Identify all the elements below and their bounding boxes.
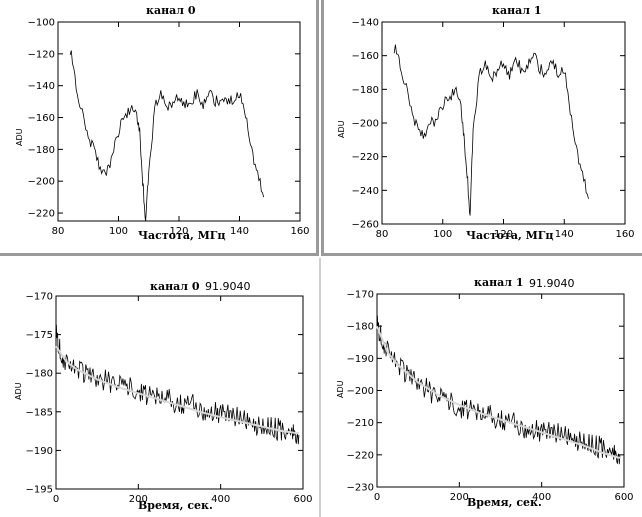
- x-tick-label: 160: [615, 229, 634, 240]
- chart-svg-top-right: 80 100 120 140 160 −140 −160 −180 −200 −220 −240 −2…: [352, 18, 635, 241]
- y-tick-label: −200: [352, 119, 379, 130]
- series-line: [393, 44, 589, 216]
- y-tick-label: −190: [26, 446, 53, 457]
- chart-title: канал 1: [492, 4, 542, 17]
- y-axis-label: ADU: [337, 120, 346, 139]
- x-tick-label: 0: [53, 494, 59, 505]
- x-tick-label: 200: [129, 494, 148, 505]
- x-tick-label: 160: [290, 226, 309, 237]
- y-tick-label: −260: [352, 220, 379, 231]
- plot-frame: [381, 21, 626, 225]
- plot-frame: [57, 21, 301, 222]
- x-axis-label: Частота, МГц: [466, 229, 554, 242]
- plot-frame: [376, 293, 625, 488]
- x-tick-label: 120: [494, 229, 513, 240]
- y-tick-label: −180: [26, 369, 53, 380]
- y-tick-label: −220: [352, 152, 379, 163]
- y-tick-label: −100: [28, 18, 55, 29]
- y-tick-label: −180: [28, 145, 55, 156]
- chart-value-readout: 91.9040: [205, 280, 251, 293]
- y-tick-label: −200: [28, 177, 55, 188]
- y-axis-label: ADU: [14, 382, 23, 401]
- chart-panel-bottom-right: 0 200 400 600 −170 −180 −190 −200 −210 −220 −230 к…: [322, 258, 642, 517]
- y-tick-label: −200: [347, 386, 374, 397]
- chart-title: канал 1: [474, 276, 524, 289]
- y-tick-label: −170: [347, 290, 374, 301]
- chart-panel-top-right: 80 100 120 140 160 −140 −160 −180 −200 −220 −240 −2…: [321, 0, 642, 256]
- y-tick-label: −220: [28, 209, 55, 220]
- fit-line: [376, 325, 621, 459]
- x-tick-label: 80: [376, 229, 389, 240]
- x-axis-label: Время, сек.: [138, 499, 213, 512]
- x-tick-label: 140: [230, 226, 249, 237]
- y-tick-label: −140: [28, 81, 55, 92]
- y-tick-label: −190: [347, 354, 374, 365]
- x-tick-label: 100: [433, 229, 452, 240]
- x-tick-label: 0: [374, 492, 380, 503]
- y-tick-label: −180: [347, 322, 374, 333]
- chart-title: канал 0: [146, 4, 196, 17]
- y-tick-label: −185: [26, 407, 53, 418]
- plot-frame: [55, 295, 304, 490]
- x-tick-label: 140: [555, 229, 574, 240]
- x-tick-label: 80: [52, 226, 65, 237]
- y-tick-label: −220: [347, 450, 374, 461]
- chart-svg-bottom-right: 0 200 400 600 −170 −180 −190 −200 −210 −220 −230: [347, 290, 634, 504]
- y-tick-label: −160: [352, 51, 379, 62]
- x-tick-label: 120: [169, 226, 188, 237]
- chart-svg-bottom-left: 0 200 400 600 −170 −175 −180 −185 −190 −195: [26, 292, 313, 506]
- x-tick-label: 400: [211, 494, 230, 505]
- x-tick-label: 600: [614, 492, 633, 503]
- chart-panel-top-left: 80 100 120 140 160 −100 −120 −140 −160 −180 −200 −2…: [0, 0, 319, 256]
- y-tick-label: −240: [352, 186, 379, 197]
- series-line: [69, 50, 265, 222]
- y-tick-label: −170: [26, 292, 53, 303]
- y-tick-label: −120: [28, 49, 55, 60]
- chart-value-readout: 91.9040: [529, 277, 575, 290]
- x-tick-label: 400: [532, 492, 551, 503]
- chart-svg-top-left: 80 100 120 140 160 −100 −120 −140 −160 −180 −200 −2…: [28, 18, 310, 238]
- x-axis-label: Частота, МГц: [138, 229, 226, 242]
- chart-panel-bottom-left: 0 200 400 600 −170 −175 −180 −185 −190 −195 канал…: [0, 258, 321, 517]
- y-tick-label: −175: [26, 330, 53, 341]
- y-axis-label: ADU: [336, 380, 345, 399]
- y-tick-label: −180: [352, 85, 379, 96]
- y-axis-label: ADU: [15, 128, 24, 147]
- series-line: [376, 315, 621, 465]
- x-tick-label: 100: [109, 226, 128, 237]
- x-axis-label: Время, сек.: [467, 496, 542, 509]
- y-tick-label: −195: [26, 485, 53, 496]
- x-tick-label: 600: [293, 494, 312, 505]
- y-tick-label: −140: [352, 18, 379, 29]
- y-tick-label: −210: [347, 418, 374, 429]
- y-tick-label: −230: [347, 483, 374, 494]
- fit-line: [55, 345, 300, 435]
- y-tick-label: −160: [28, 113, 55, 124]
- x-tick-label: 200: [450, 492, 469, 503]
- chart-title: канал 0: [150, 280, 200, 293]
